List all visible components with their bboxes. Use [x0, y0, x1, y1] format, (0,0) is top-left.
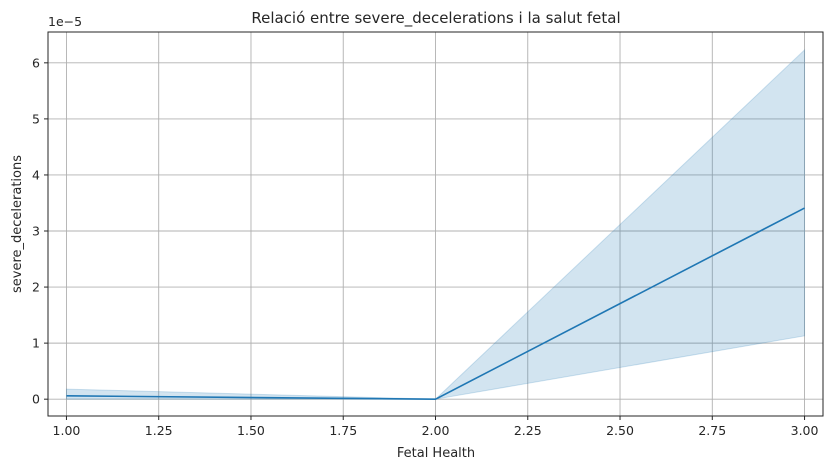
- grid: [48, 32, 823, 416]
- x-tick-label: 1.50: [237, 423, 265, 438]
- y-axis-label: severe_decelerations: [10, 155, 25, 293]
- y-scale-label: 1e−5: [48, 14, 82, 29]
- y-tick-label: 2: [32, 280, 40, 295]
- series-line: [66, 207, 805, 400]
- x-tick-label: 2.50: [606, 423, 634, 438]
- x-axis: 1.00 1.25 1.50 1.75 2.00 2.25 2.50 2.75 3.00: [53, 416, 819, 438]
- y-axis: 0 1 2 3 4 5 6: [32, 55, 48, 407]
- x-tick-label: 3.00: [791, 423, 819, 438]
- x-tick-label: 1.25: [145, 423, 173, 438]
- y-tick-label: 5: [32, 111, 40, 126]
- y-tick-label: 4: [32, 167, 40, 182]
- x-tick-label: 2.00: [422, 423, 450, 438]
- y-tick-label: 0: [32, 392, 40, 407]
- y-tick-label: 3: [32, 224, 40, 239]
- x-tick-label: 2.75: [698, 423, 726, 438]
- x-tick-label: 1.75: [329, 423, 357, 438]
- chart-title: Relació entre severe_decelerations i la …: [251, 9, 620, 28]
- x-axis-label: Fetal Health: [397, 446, 475, 461]
- x-tick-label: 2.25: [514, 423, 542, 438]
- y-tick-label: 1: [32, 336, 40, 351]
- y-tick-label: 6: [32, 55, 40, 70]
- x-tick-label: 1.00: [53, 423, 81, 438]
